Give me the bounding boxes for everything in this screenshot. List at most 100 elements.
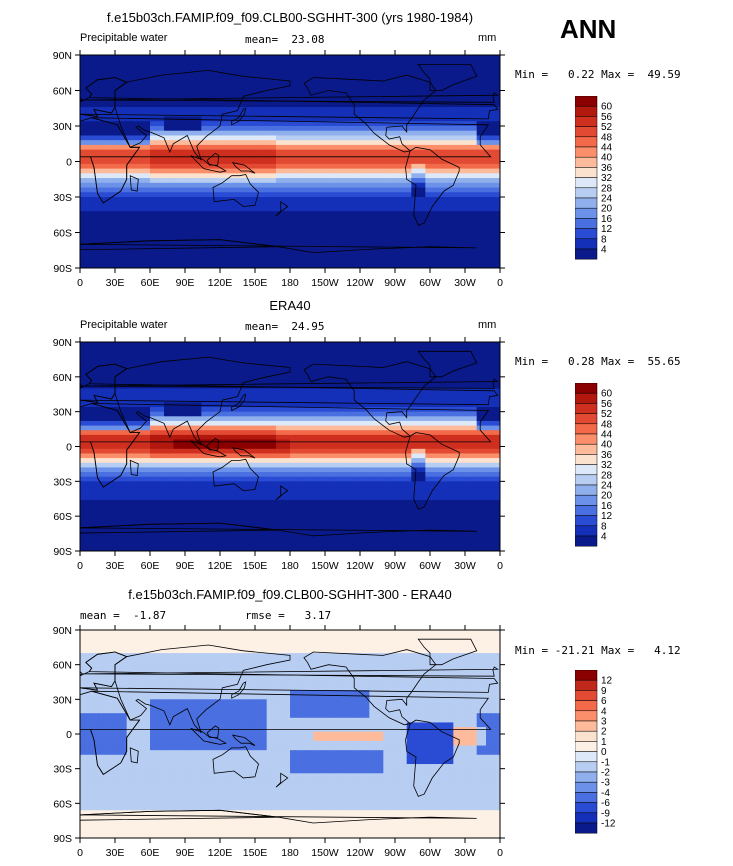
field-cell (476, 64, 482, 70)
field-cell (383, 173, 389, 179)
field-cell (262, 92, 268, 99)
field-cell (313, 374, 319, 380)
field-cell (453, 159, 459, 165)
field-cell (430, 342, 436, 348)
field-cell (178, 173, 184, 179)
field-cell (257, 365, 263, 371)
field-cell (453, 225, 459, 231)
field-cell (392, 369, 398, 376)
field-cell (453, 253, 459, 260)
field-cell (182, 130, 188, 137)
field-cell (262, 55, 268, 61)
field-cell (206, 149, 212, 155)
field-cell (224, 92, 230, 99)
field-cell (490, 346, 496, 352)
field-cell (215, 263, 221, 268)
field-cell (257, 111, 263, 118)
field-cell (383, 369, 389, 376)
field-cell (168, 163, 174, 170)
field-cell (458, 144, 464, 151)
field-cell (201, 130, 207, 137)
panel-1-minmax: Min = 0.22 Max = 49.59 (515, 68, 681, 81)
field-cell (346, 239, 352, 245)
field-cell (94, 374, 100, 380)
field-cell (332, 258, 338, 264)
field-cell (154, 253, 160, 260)
field-cell (448, 111, 454, 118)
field-cell (178, 220, 184, 226)
field-cell (215, 102, 221, 108)
field-cell (89, 135, 95, 141)
field-cell (285, 73, 291, 80)
field-cell (280, 253, 286, 260)
field-cell (392, 83, 398, 89)
field-cell (355, 126, 361, 132)
field-cell (308, 111, 314, 118)
field-cell (467, 360, 473, 366)
field-cell (80, 88, 86, 94)
field-cell (290, 211, 296, 217)
field-cell (210, 253, 216, 260)
field-cell (182, 206, 188, 212)
field-cell (360, 55, 366, 61)
field-cell (420, 182, 426, 189)
field-cell (346, 69, 352, 75)
field-cell (89, 163, 95, 170)
field-cell (448, 107, 454, 113)
field-cell (383, 197, 389, 203)
field-cell (145, 258, 151, 264)
field-cell (103, 92, 109, 99)
field-cell (430, 239, 436, 245)
field-cell (486, 59, 492, 66)
field-cell (201, 102, 207, 108)
field-cell (411, 116, 417, 122)
field-cell (416, 83, 422, 89)
field-cell (229, 64, 235, 70)
field-cell (486, 225, 492, 231)
field-cell (271, 379, 277, 385)
field-cell (94, 342, 100, 348)
field-cell (430, 355, 436, 362)
field-cell (276, 192, 282, 198)
field-cell (164, 111, 170, 118)
field-cell (159, 159, 165, 165)
field-cell (467, 121, 473, 127)
field-cell (467, 197, 473, 203)
field-cell (164, 159, 170, 165)
field-cell (374, 201, 380, 208)
field-cell (224, 346, 230, 352)
field-cell (308, 182, 314, 189)
field-cell (103, 149, 109, 155)
field-cell (369, 258, 375, 264)
field-cell (112, 263, 118, 268)
field-cell (304, 211, 310, 217)
field-cell (495, 121, 500, 127)
field-cell (285, 116, 291, 122)
field-cell (84, 263, 90, 268)
field-cell (210, 107, 216, 113)
field-cell (355, 220, 361, 226)
field-cell (346, 346, 352, 352)
field-cell (346, 342, 352, 348)
field-cell (383, 253, 389, 260)
field-cell (383, 88, 389, 94)
field-cell (313, 111, 319, 118)
field-cell (481, 346, 487, 352)
field-cell (346, 149, 352, 155)
field-cell (187, 215, 193, 222)
field-cell (192, 197, 198, 203)
field-cell (224, 73, 230, 80)
field-cell (159, 374, 165, 380)
field-cell (453, 135, 459, 141)
field-cell (383, 346, 389, 352)
field-cell (136, 263, 142, 268)
field-cell (397, 187, 403, 193)
field-cell (229, 182, 235, 189)
field-cell (276, 206, 282, 212)
field-cell (210, 73, 216, 80)
field-cell (341, 201, 347, 208)
field-cell (406, 140, 412, 146)
field-cell (89, 144, 95, 151)
field-cell (341, 83, 347, 89)
field-cell (173, 130, 179, 137)
